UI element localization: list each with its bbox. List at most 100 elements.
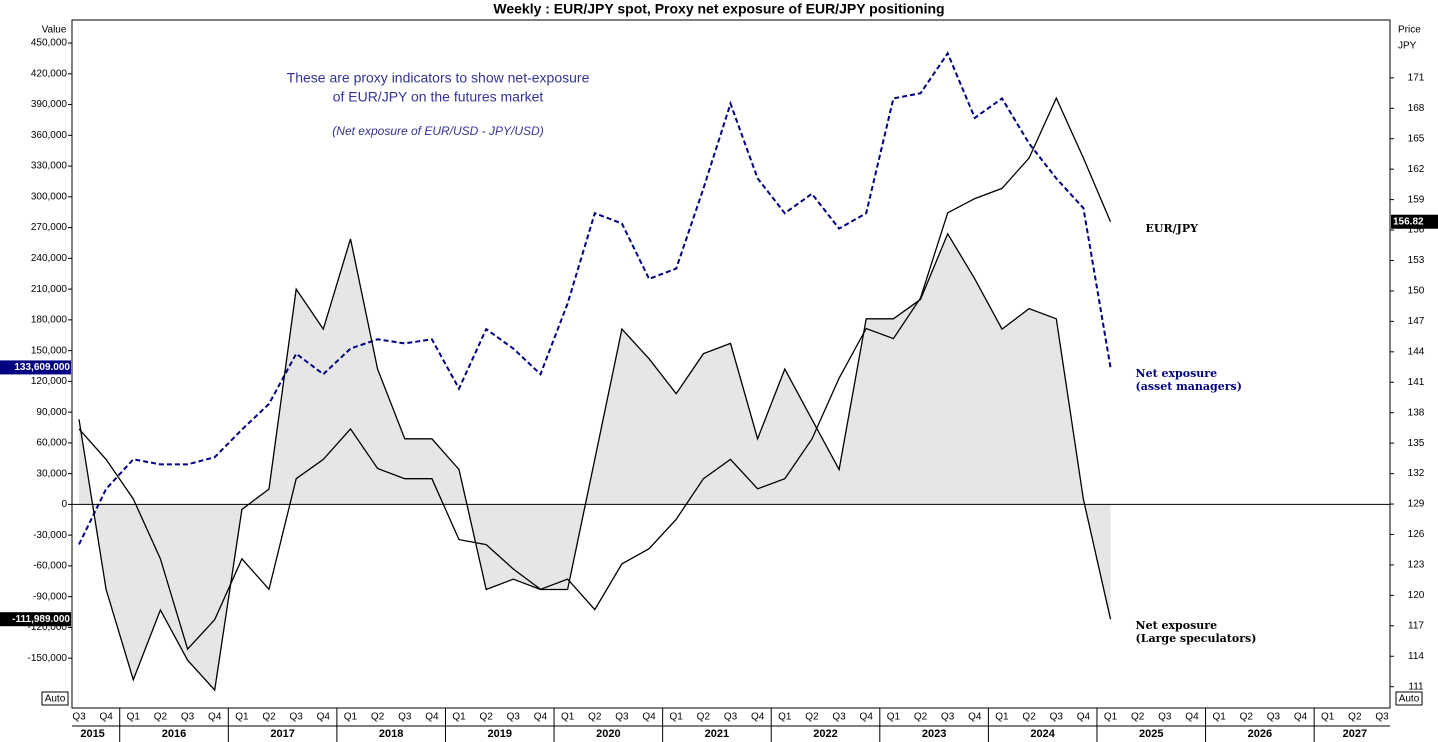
- x-tick-label: Q2: [1131, 712, 1145, 723]
- y2-tick-label: 159: [1408, 194, 1425, 205]
- y-tick-label: 300,000: [31, 191, 68, 202]
- y-tick-label: 330,000: [31, 161, 68, 172]
- x-tick-label: Q4: [968, 712, 982, 723]
- year-label: 2017: [270, 728, 294, 740]
- x-tick-label: Q3: [1267, 712, 1281, 723]
- series-label: Net exposure (Large speculators): [1135, 619, 1257, 646]
- y2-tick-label: 114: [1408, 651, 1424, 662]
- x-tick-label: Q3: [1375, 712, 1389, 723]
- x-tick-label: Q1: [235, 712, 249, 723]
- x-tick-label: Q3: [832, 712, 846, 723]
- x-tick-label: Q4: [642, 712, 656, 723]
- y2-tick-label: 144: [1408, 346, 1425, 357]
- y2-tick-label: 171: [1408, 72, 1425, 83]
- year-label: 2020: [596, 728, 620, 740]
- x-tick-label: Q1: [887, 712, 901, 723]
- y-tick-label: 240,000: [31, 253, 68, 264]
- year-label: 2016: [162, 728, 186, 740]
- y-tick-label: -120,000: [28, 622, 68, 633]
- x-tick-label: Q1: [1321, 712, 1335, 723]
- y-tick-label: 390,000: [31, 99, 68, 110]
- year-label: 2023: [922, 728, 946, 740]
- x-tick-label: Q3: [1050, 712, 1064, 723]
- x-tick-label: Q1: [995, 712, 1009, 723]
- x-tick-label: Q3: [72, 712, 86, 723]
- y2-tick-label: 126: [1408, 529, 1425, 540]
- x-tick-label: Q1: [670, 712, 684, 723]
- line: [78, 51, 1112, 545]
- y-tick-label: 210,000: [31, 284, 68, 295]
- x-tick-label: Q2: [697, 712, 711, 723]
- x-tick-label: Q4: [208, 712, 222, 723]
- x-tick-label: Q2: [1348, 712, 1362, 723]
- series-label: Net exposure (asset managers): [1135, 367, 1242, 394]
- y2-tick-label: 168: [1408, 103, 1425, 114]
- year-label: 2022: [813, 728, 837, 740]
- x-tick-label: Q2: [588, 712, 602, 723]
- x-tick-label: Q1: [1212, 712, 1226, 723]
- x-tick-label: Q2: [262, 712, 276, 723]
- x-tick-label: Q2: [1240, 712, 1254, 723]
- y-tick-label: -30,000: [33, 530, 67, 541]
- y2-tick-label: 150: [1408, 286, 1425, 297]
- y2-tick-label: 138: [1408, 407, 1425, 418]
- y2-tick-label: 111: [1408, 681, 1424, 692]
- y-tick-label: 0: [61, 499, 67, 510]
- x-tick-label: Q2: [1022, 712, 1036, 723]
- last-value-box: [0, 612, 71, 627]
- y2-tick-label: 156: [1408, 225, 1425, 236]
- x-tick-label: Q3: [615, 712, 629, 723]
- y-tick-label: 180,000: [31, 315, 68, 326]
- y-tick-label: 120,000: [31, 376, 68, 387]
- x-tick-label: Q1: [452, 712, 466, 723]
- y2-tick-label: 162: [1408, 164, 1425, 175]
- last-value-label: -111,989.000: [12, 614, 70, 625]
- year-label: 2018: [379, 728, 403, 740]
- y2-tick-label: 147: [1408, 316, 1425, 327]
- y-tick-label: -60,000: [33, 561, 67, 572]
- year-label: 2024: [1030, 728, 1055, 740]
- x-tick-label: Q4: [425, 712, 439, 723]
- y-tick-label: 150,000: [31, 345, 68, 356]
- scale-mode[interactable]: Auto: [1399, 694, 1420, 705]
- annotation: of EUR/JPY on the futures market: [333, 89, 544, 105]
- y-tick-label: -90,000: [33, 591, 67, 602]
- x-tick-label: Q3: [181, 712, 195, 723]
- y2-tick-label: 117: [1408, 620, 1424, 631]
- x-tick-label: Q4: [99, 712, 113, 723]
- x-tick-label: Q4: [1077, 712, 1091, 723]
- x-tick-label: Q3: [941, 712, 955, 723]
- y-tick-label: 420,000: [31, 68, 68, 79]
- y-axis-label: Value: [42, 25, 67, 36]
- y-tick-label: -150,000: [28, 653, 68, 664]
- series-label: EUR/JPY: [1145, 221, 1198, 235]
- y-tick-label: 450,000: [31, 38, 68, 49]
- scale-box[interactable]: [1395, 691, 1423, 706]
- year-label: 2026: [1248, 728, 1272, 740]
- year-label: 2021: [705, 728, 729, 740]
- x-tick-label: Q3: [289, 712, 303, 723]
- y2-tick-label: 120: [1408, 590, 1425, 601]
- scale-box[interactable]: [41, 691, 69, 706]
- x-tick-label: Q2: [371, 712, 385, 723]
- x-tick-label: Q2: [914, 712, 928, 723]
- x-tick-label: Q2: [154, 712, 168, 723]
- x-tick-label: Q2: [805, 712, 819, 723]
- x-tick-label: Q1: [127, 712, 141, 723]
- x-tick-label: Q4: [860, 712, 874, 723]
- y-tick-label: 270,000: [31, 222, 68, 233]
- year-label: 2025: [1139, 728, 1163, 740]
- scale-mode[interactable]: Auto: [45, 694, 66, 705]
- y2-tick-label: 123: [1408, 560, 1425, 571]
- chart-title: Weekly : EUR/JPY spot, Proxy net exposur…: [493, 1, 944, 17]
- x-tick-label: Q3: [507, 712, 521, 723]
- year-label: 2015: [80, 728, 104, 740]
- x-tick-label: Q4: [534, 712, 548, 723]
- x-tick-label: Q1: [344, 712, 358, 723]
- x-tick-label: Q3: [1158, 712, 1172, 723]
- x-tick-label: Q2: [480, 712, 494, 723]
- x-tick-label: Q3: [398, 712, 412, 723]
- x-tick-label: Q1: [778, 712, 792, 723]
- y-tick-label: 60,000: [36, 438, 67, 449]
